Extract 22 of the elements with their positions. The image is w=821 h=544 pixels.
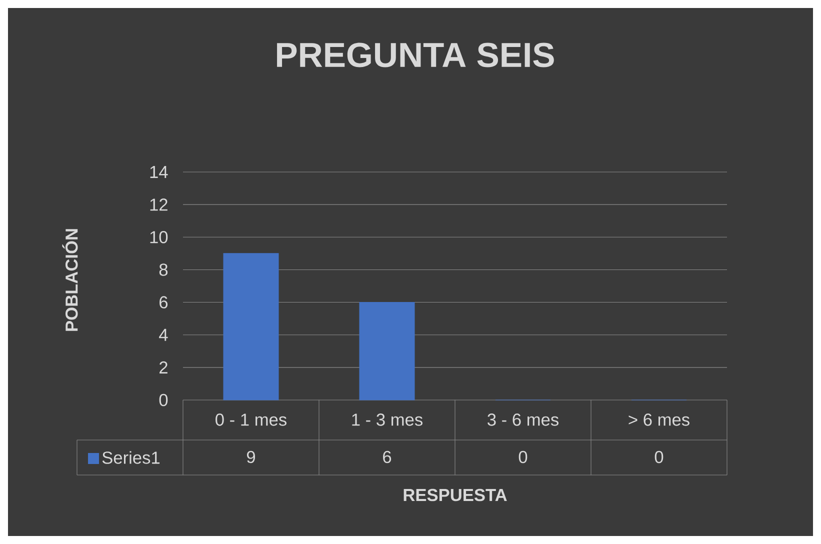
x-tick-label: 3 - 6 mes — [488, 414, 558, 426]
y-tick-label: 12 — [150, 198, 168, 211]
bar — [223, 253, 279, 400]
chart-title: PREGUNTA SEIS — [277, 42, 554, 68]
y-tick-label: 10 — [150, 231, 168, 244]
y-tick-label: 14 — [150, 166, 168, 178]
bar — [359, 302, 415, 400]
y-tick-label: 6 — [160, 296, 168, 308]
x-axis-title: RESPUESTA — [404, 488, 507, 502]
x-tick-label: 0 - 1 mes — [216, 414, 286, 426]
y-tick-label: 2 — [160, 361, 168, 374]
data-label: 0 — [518, 450, 528, 464]
y-axis-title: POBLACIÓN — [62, 229, 78, 331]
y-tick-label: 0 — [159, 394, 168, 406]
legend-label: Series1 — [102, 451, 160, 464]
y-tick-label: 4 — [159, 328, 168, 341]
y-tick-label: 8 — [159, 264, 168, 276]
data-label: 0 — [654, 450, 664, 464]
x-tick-label: 1 - 3 mes — [352, 414, 422, 426]
data-label: 9 — [247, 450, 256, 464]
x-tick-label: > 6 mes — [628, 414, 690, 426]
data-label: 6 — [383, 450, 392, 464]
